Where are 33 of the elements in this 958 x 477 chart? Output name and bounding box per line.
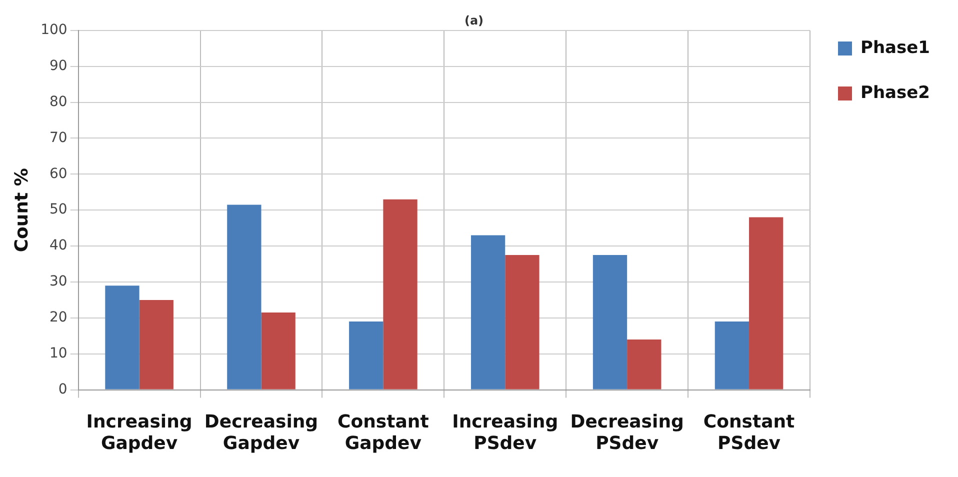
- y-tick-label: 60: [49, 166, 68, 182]
- y-tick-label: 80: [49, 94, 68, 110]
- bar: [261, 312, 296, 390]
- bar: [470, 235, 506, 390]
- x-tick-label: Constant PSdev: [703, 411, 796, 454]
- bar: [227, 204, 262, 390]
- x-tick-label: Decreasing PSdev: [570, 411, 684, 454]
- x-tick-label: Decreasing Gapdev: [204, 411, 318, 454]
- bar: [139, 300, 174, 390]
- bar: [505, 255, 540, 390]
- legend-label: Phase2: [860, 82, 930, 103]
- y-axis-title: Count %: [11, 168, 32, 252]
- chart-title: (a): [464, 13, 484, 28]
- y-tick-label: 90: [49, 58, 68, 74]
- y-tick-label: 20: [49, 310, 68, 326]
- legend-label: Phase1: [860, 38, 930, 58]
- x-tick-label: Increasing Gapdev: [86, 411, 192, 454]
- x-tick-label: Increasing PSdev: [452, 411, 558, 454]
- y-tick-label: 40: [49, 238, 68, 254]
- bar: [105, 286, 140, 390]
- y-tick-label: 30: [49, 274, 68, 290]
- y-tick-label: 10: [49, 346, 68, 362]
- bar: [627, 339, 662, 390]
- bar: [592, 255, 628, 390]
- bar: [714, 322, 750, 390]
- bar: [383, 199, 418, 390]
- y-tick-label: 0: [58, 381, 68, 398]
- y-tick-label: 100: [40, 22, 68, 38]
- y-tick-label: 70: [49, 130, 68, 146]
- x-tick-label: Constant Gapdev: [338, 411, 430, 454]
- y-tick-label: 50: [49, 202, 68, 218]
- bar: [349, 322, 384, 390]
- bar: [749, 217, 784, 390]
